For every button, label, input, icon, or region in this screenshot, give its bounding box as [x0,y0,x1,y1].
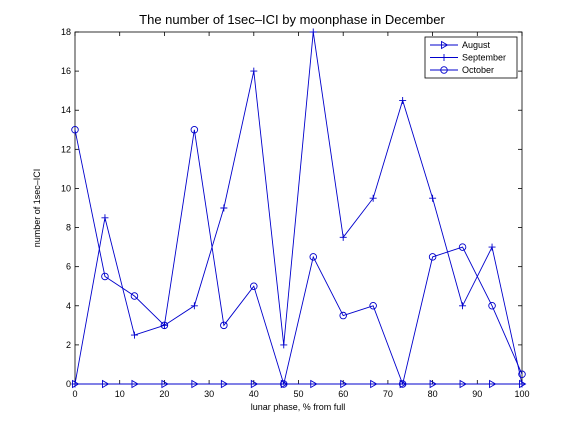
plus-marker [280,341,288,349]
plus-marker [71,380,79,388]
plus-marker [339,233,347,241]
legend-item: September [430,53,506,63]
x-tick-label: 30 [204,389,214,399]
y-tick-label: 6 [66,262,71,272]
legend-item: October [430,65,494,75]
circle-marker [440,66,448,74]
circle-marker [101,272,109,281]
plus-marker [309,28,317,36]
legend-item: August [430,40,491,50]
triangle-right-marker [250,379,259,389]
x-tick-label: 80 [428,389,438,399]
series-layer [71,28,527,389]
plus-marker [399,96,407,104]
x-tick-label: 10 [115,389,125,399]
y-tick-label: 4 [66,301,71,311]
x-tick-label: 40 [249,389,259,399]
plus-marker [190,302,198,310]
legend-label: October [462,65,494,75]
triangle-right-marker [161,379,169,389]
triangle-right-marker [310,379,318,389]
circle-marker [220,321,228,330]
triangle-right-marker [220,379,229,389]
circle-marker [339,311,347,320]
triangle-right-marker [370,379,378,389]
y-tick-label: 14 [61,105,71,115]
circle-marker [250,282,258,290]
circle-marker [518,370,526,378]
y-tick-label: 16 [61,66,71,76]
triangle-right-marker [489,379,497,389]
plus-marker [101,214,109,222]
plus-marker [440,54,448,61]
plot-area [74,31,523,385]
plus-marker [429,194,437,202]
y-tick-label: 2 [66,340,71,350]
circle-marker [71,126,79,134]
plus-marker [459,302,467,310]
legend: August September October [424,36,518,79]
plus-marker [369,194,377,202]
triangle-right-marker [441,40,449,50]
x-tick-label: 60 [338,389,348,399]
circle-marker [190,126,199,134]
triangle-right-marker [131,379,139,389]
triangle-right-marker [459,379,467,389]
x-tick-label: 70 [383,389,393,399]
circle-marker [309,253,318,261]
circle-marker [130,292,139,300]
circle-marker [279,380,288,388]
y-tick-label: 12 [61,144,71,154]
circle-marker [160,321,169,330]
series-october [71,126,526,388]
y-tick-label: 10 [61,183,71,193]
y-tick-label: 0 [66,379,71,389]
plus-marker [250,67,258,75]
triangle-right-marker [191,379,199,389]
plus-marker [488,243,496,251]
plus-marker [220,204,228,212]
x-tick-label: 100 [514,389,529,399]
y-axis: 0 2 4 6 8 10 12 14 16 18 [61,27,522,389]
circle-marker [398,380,407,388]
triangle-right-marker [429,379,437,389]
x-tick-label: 50 [293,389,303,399]
y-axis-title: number of 1sec–ICI [32,169,42,248]
circle-marker [488,302,496,310]
chart-title: The number of 1sec–ICI by moonphase in D… [139,12,445,27]
triangle-right-marker [101,379,110,389]
circle-marker [428,253,437,261]
legend-label: September [462,53,506,63]
x-tick-label: 90 [472,389,482,399]
triangle-right-marker [340,379,348,389]
y-tick-label: 18 [61,27,71,37]
x-axis-title: lunar phase, % from full [251,402,346,412]
circle-marker [369,302,377,310]
plus-marker [518,380,526,388]
y-tick-label: 8 [66,223,71,233]
legend-label: August [462,40,491,50]
circle-marker [458,243,467,251]
x-tick-label: 20 [159,389,169,399]
series-line [74,129,523,386]
x-tick-label: 0 [72,389,77,399]
plus-marker [130,331,138,339]
